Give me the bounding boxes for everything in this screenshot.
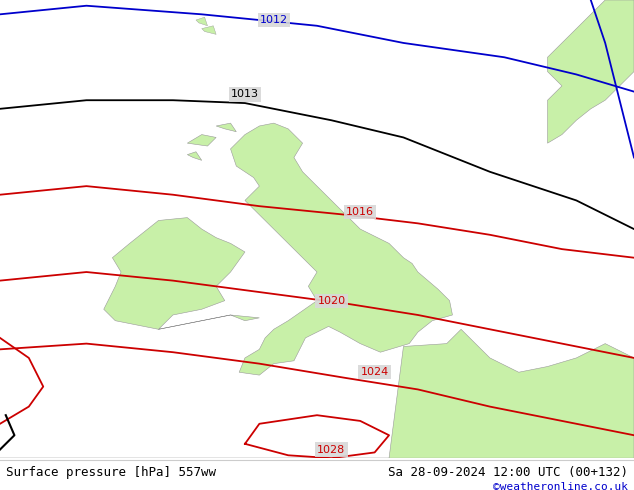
- Text: Sa 28-09-2024 12:00 UTC (00+132): Sa 28-09-2024 12:00 UTC (00+132): [387, 466, 628, 479]
- Polygon shape: [0, 329, 634, 458]
- Text: 1020: 1020: [318, 295, 346, 306]
- Text: 1028: 1028: [317, 444, 346, 455]
- Polygon shape: [196, 17, 207, 26]
- Polygon shape: [202, 26, 216, 34]
- Polygon shape: [231, 123, 453, 375]
- Text: ©weatheronline.co.uk: ©weatheronline.co.uk: [493, 483, 628, 490]
- Polygon shape: [548, 0, 634, 143]
- Polygon shape: [216, 123, 236, 132]
- Polygon shape: [187, 152, 202, 160]
- Text: 1012: 1012: [260, 15, 288, 25]
- Polygon shape: [187, 135, 216, 146]
- Text: Surface pressure [hPa] 557ww: Surface pressure [hPa] 557ww: [6, 466, 216, 479]
- Text: 1013: 1013: [231, 90, 259, 99]
- Text: 1024: 1024: [361, 367, 389, 377]
- Polygon shape: [104, 218, 259, 329]
- Text: 1016: 1016: [346, 207, 374, 217]
